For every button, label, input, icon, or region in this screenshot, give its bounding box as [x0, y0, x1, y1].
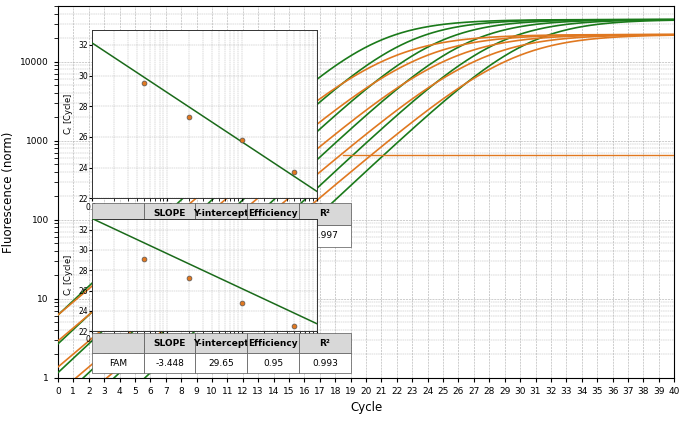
Y-axis label: C$_t$ [Cycle]: C$_t$ [Cycle]: [62, 254, 75, 296]
Y-axis label: Fluorescence (norm): Fluorescence (norm): [1, 131, 14, 253]
X-axis label: Cycle: Cycle: [350, 401, 382, 414]
X-axis label: Amount[ng]: Amount[ng]: [179, 346, 229, 355]
Y-axis label: C$_t$ [Cycle]: C$_t$ [Cycle]: [62, 93, 75, 135]
X-axis label: Amount[ng]: Amount[ng]: [179, 213, 229, 222]
